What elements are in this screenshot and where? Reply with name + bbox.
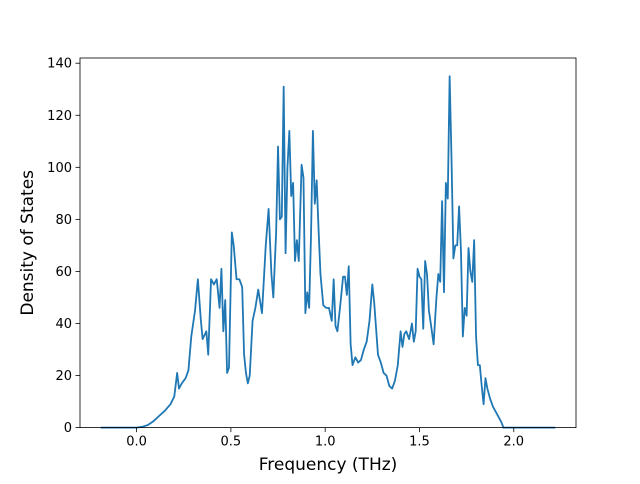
x-axis-label: Frequency (THz) xyxy=(259,455,398,475)
y-tick-label: 120 xyxy=(47,109,72,124)
y-tick-label: 60 xyxy=(55,265,72,280)
y-tick-label: 80 xyxy=(55,213,72,228)
y-tick-label: 40 xyxy=(55,317,72,332)
y-tick-label: 0 xyxy=(64,421,72,436)
x-tick-label: 0.5 xyxy=(221,435,242,450)
dos-series-line-0 xyxy=(100,75,556,429)
y-tick-label: 140 xyxy=(47,57,72,72)
plot-area-border xyxy=(79,57,577,429)
x-tick-label: 0.0 xyxy=(126,435,147,450)
x-tick-label: 2.0 xyxy=(503,435,524,450)
y-tick-label: 20 xyxy=(55,369,72,384)
y-tick-label: 100 xyxy=(47,161,72,176)
y-axis-label: Density of States xyxy=(18,170,38,316)
x-axis-ticks: 0.0 0.5 1.0 1.5 2.0 xyxy=(126,427,524,450)
axes-frame xyxy=(79,57,577,429)
y-axis-ticks: 0 20 40 60 80 100 120 140 xyxy=(47,57,80,436)
series-layer xyxy=(100,75,556,429)
x-tick-label: 1.5 xyxy=(409,435,430,450)
x-tick-label: 1.0 xyxy=(315,435,336,450)
